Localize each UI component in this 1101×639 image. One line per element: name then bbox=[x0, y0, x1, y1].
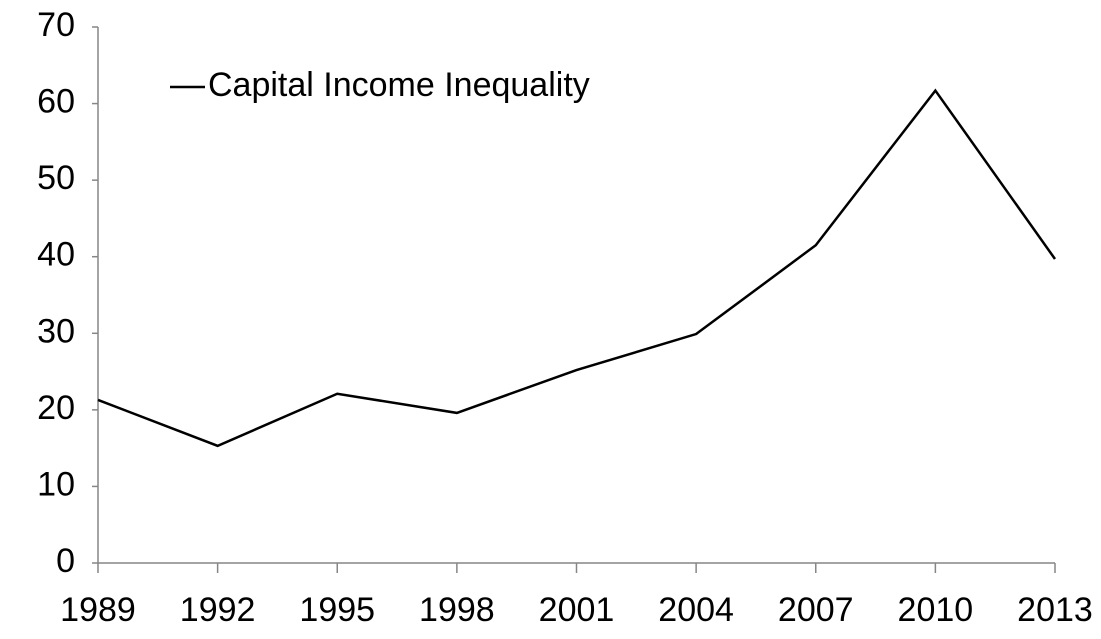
y-tick-label: 0 bbox=[56, 542, 75, 580]
x-tick-label: 2001 bbox=[539, 591, 615, 629]
y-tick-label: 70 bbox=[37, 6, 75, 44]
y-tick-label: 10 bbox=[37, 465, 75, 503]
x-tick-label: 1992 bbox=[180, 591, 256, 629]
x-tick-label: 1998 bbox=[419, 591, 495, 629]
x-tick-label: 2010 bbox=[898, 591, 974, 629]
y-tick-label: 50 bbox=[37, 159, 75, 197]
x-tick-label: 2007 bbox=[778, 591, 854, 629]
x-tick-label: 1995 bbox=[299, 591, 375, 629]
y-tick-label: 40 bbox=[37, 236, 75, 274]
y-tick-label: 30 bbox=[37, 312, 75, 350]
line-series bbox=[97, 88, 1057, 448]
y-tick-label: 20 bbox=[37, 389, 75, 427]
x-tick-label: 2013 bbox=[1017, 591, 1093, 629]
x-tick-label: 2004 bbox=[658, 591, 734, 629]
legend-label: Capital Income Inequality bbox=[208, 66, 590, 104]
y-tick-label: 60 bbox=[37, 83, 75, 121]
x-tick-label: 1989 bbox=[60, 591, 136, 629]
